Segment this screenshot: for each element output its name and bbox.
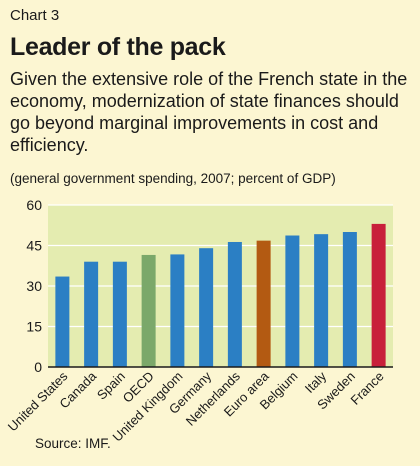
x-tick-label: France bbox=[348, 369, 387, 408]
chart-subtitle: Given the extensive role of the French s… bbox=[10, 69, 408, 155]
bar bbox=[256, 240, 271, 367]
bar bbox=[84, 261, 99, 367]
bar bbox=[141, 254, 156, 367]
bar bbox=[199, 248, 214, 367]
y-tick-label: 45 bbox=[26, 238, 42, 254]
bar bbox=[342, 232, 357, 367]
bar bbox=[227, 241, 242, 367]
chart-units-note: (general government spending, 2007; perc… bbox=[10, 171, 336, 186]
bar bbox=[55, 276, 70, 367]
y-tick-label: 0 bbox=[34, 359, 42, 375]
y-tick-label: 30 bbox=[26, 278, 42, 294]
chart-title: Leader of the pack bbox=[10, 33, 226, 61]
bar bbox=[314, 234, 329, 367]
bar bbox=[112, 261, 127, 367]
bar bbox=[170, 254, 185, 367]
chart-source: Source: IMF. bbox=[35, 436, 111, 451]
bar bbox=[371, 223, 386, 367]
bar bbox=[285, 235, 300, 367]
y-tick-label: 15 bbox=[26, 319, 42, 335]
chart-number: Chart 3 bbox=[10, 7, 60, 24]
y-tick-label: 60 bbox=[26, 197, 42, 213]
